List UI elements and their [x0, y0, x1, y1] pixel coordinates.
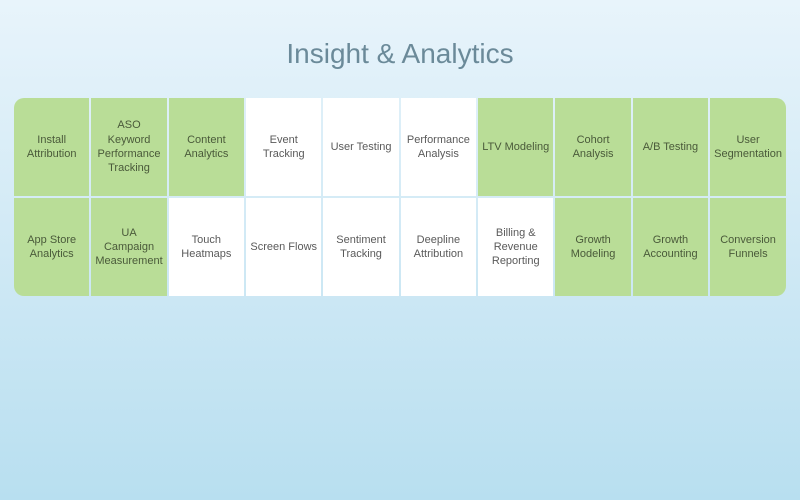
grid-cell: LTV Modeling — [478, 98, 553, 196]
grid-cell: ASO Keyword Performance Tracking — [91, 98, 166, 196]
grid-cell: App Store Analytics — [14, 198, 89, 296]
analytics-grid: Install AttributionASO Keyword Performan… — [14, 98, 786, 296]
grid-cell: A/B Testing — [633, 98, 708, 196]
page-title: Insight & Analytics — [0, 0, 800, 98]
grid-cell: Growth Modeling — [555, 198, 630, 296]
grid-cell: Event Tracking — [246, 98, 321, 196]
grid-cell: Sentiment Tracking — [323, 198, 398, 296]
grid-cell: User Segmentation — [710, 98, 786, 196]
grid-cell: User Testing — [323, 98, 398, 196]
grid-cell: Deepline Attribution — [401, 198, 476, 296]
grid-cell: Billing & Revenue Reporting — [478, 198, 553, 296]
grid-cell: UA Campaign Measurement — [91, 198, 166, 296]
grid-cell: Screen Flows — [246, 198, 321, 296]
grid-cell: Touch Heatmaps — [169, 198, 244, 296]
grid-cell: Cohort Analysis — [555, 98, 630, 196]
grid-cell: Performance Analysis — [401, 98, 476, 196]
grid-cell: Conversion Funnels — [710, 198, 786, 296]
grid-cell: Install Attribution — [14, 98, 89, 196]
grid-cell: Growth Accounting — [633, 198, 708, 296]
grid-cell: Content Analytics — [169, 98, 244, 196]
